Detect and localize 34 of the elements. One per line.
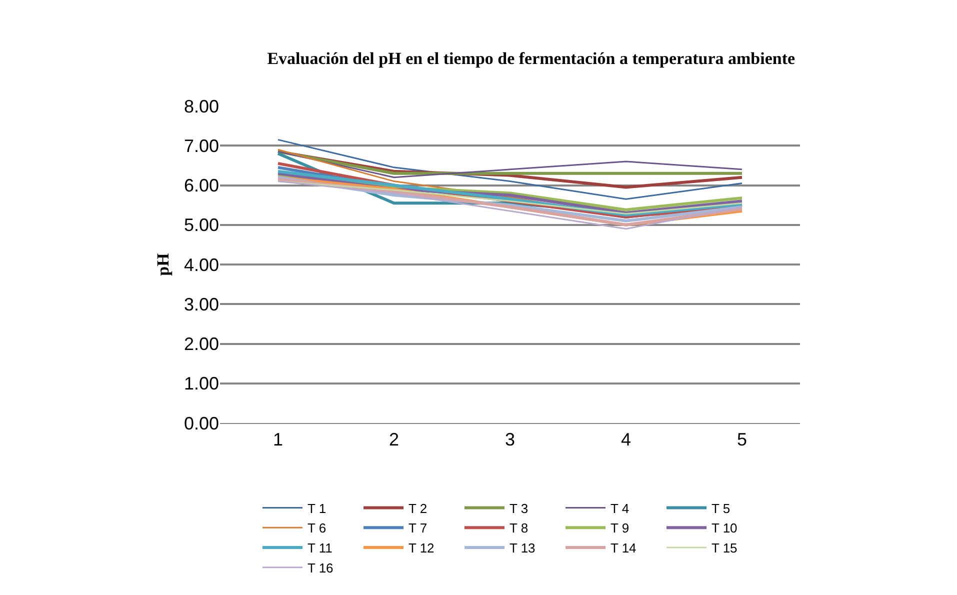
y-tick-label: 1.00 — [184, 374, 219, 394]
y-tick-label: 5.00 — [184, 215, 219, 236]
y-tick-label: 6.00 — [184, 176, 219, 196]
y-tick-label: 8.00 — [184, 96, 219, 116]
legend-label: T 4 — [610, 500, 630, 516]
legend-label: T 8 — [510, 520, 528, 536]
x-tick-label: 3 — [504, 430, 516, 450]
legend-label: T 3 — [510, 500, 528, 516]
legend-label: T 15 — [712, 540, 738, 556]
x-tick-label: 2 — [388, 430, 400, 450]
legend-label: T 11 — [308, 540, 332, 556]
y-axis-title: pH — [154, 253, 173, 276]
x-tick-label: 1 — [272, 430, 284, 450]
y-tick-label: 0.00 — [184, 413, 219, 434]
legend-label: T 16 — [308, 560, 334, 576]
legend-label: T 10 — [712, 520, 738, 536]
legend-label: T 5 — [712, 500, 730, 516]
legend-label: T 1 — [308, 500, 326, 516]
x-tick-label: 4 — [620, 430, 632, 450]
y-tick-label: 7.00 — [184, 136, 219, 156]
legend-label: T 2 — [408, 500, 428, 516]
chart-title: Evaluación del pH en el tiempo de fermentación a temperatura ambiente — [267, 48, 796, 68]
line-series — [277, 138, 743, 200]
legend-label: T 12 — [408, 540, 434, 556]
y-tick-label: 3.00 — [184, 294, 219, 314]
y-tick-label: 2.00 — [184, 334, 219, 354]
line-series — [277, 180, 743, 215]
legend-label: T 6 — [308, 520, 326, 536]
x-tick-label: 5 — [736, 430, 748, 450]
y-tick-label: 4.00 — [184, 254, 219, 275]
legend-label: T 7 — [408, 520, 428, 536]
legend-label: T 14 — [610, 540, 636, 556]
legend-label: T 9 — [610, 520, 630, 536]
legend-label: T 13 — [510, 540, 536, 556]
